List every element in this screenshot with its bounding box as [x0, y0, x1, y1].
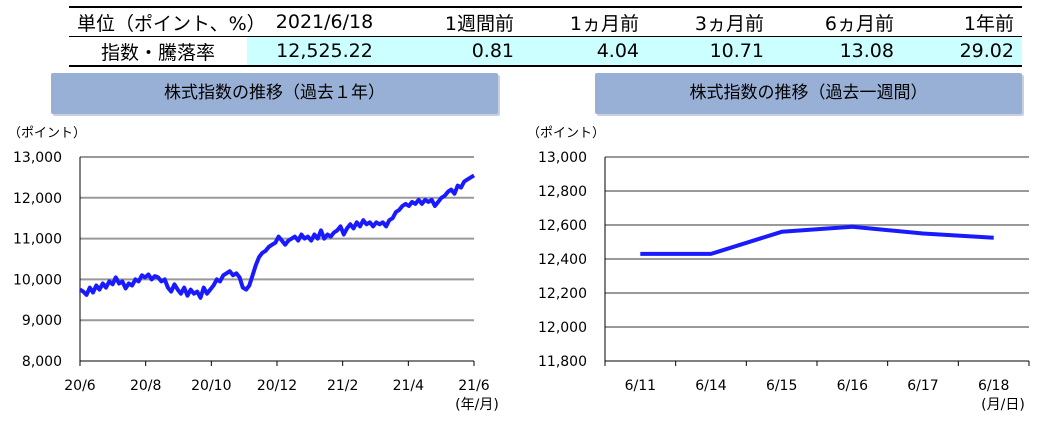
series-line: [640, 224, 994, 256]
table-header-row: 単位（ポイント、%） 2021/6/18 1週間前 1ヵ月前 3ヵ月前 6ヵ月前…: [69, 6, 1022, 37]
chart-title-1week: 株式指数の推移（過去一週間）: [595, 73, 1022, 114]
series-line: [78, 173, 476, 300]
y-tick-label: 12,600: [538, 218, 587, 234]
header-1year: 1年前: [902, 6, 1022, 37]
x-axis-unit-label: (月/日): [981, 397, 1025, 413]
x-tick-label: 6/17: [907, 378, 938, 394]
chart-1week: （ポイント） 11,800 12,000 12,200 12,400 12,600 12,8…: [527, 126, 1030, 413]
header-1month: 1ヵ月前: [522, 6, 647, 37]
y-tick-label: 9,000: [22, 313, 62, 329]
value-3month: 10.71: [647, 36, 772, 67]
chart-1year: （ポイント） 8,000 9,000 10,000 11,000 12,000 13,000…: [8, 126, 499, 413]
x-tick-label: 6/15: [766, 378, 797, 394]
value-6month: 13.08: [772, 36, 902, 67]
x-tick-label: 20/10: [191, 378, 231, 394]
chart-title-1year: 株式指数の推移（過去１年）: [51, 73, 498, 114]
value-1week: 0.81: [402, 36, 522, 67]
header-3month: 3ヵ月前: [647, 6, 772, 37]
y-axis-unit-label: （ポイント）: [527, 126, 605, 141]
x-tick-label: 21/6: [458, 378, 490, 394]
y-tick-label: 11,000: [13, 232, 62, 248]
x-tick-label: 6/14: [695, 378, 727, 394]
value-index: 12,525.22: [247, 36, 402, 67]
y-tick-label: 13,000: [538, 150, 587, 166]
y-axis-unit-label: （ポイント）: [8, 126, 86, 141]
table-value-row: 指数・騰落率 12,525.22 0.81 4.04 10.71 13.08 2…: [69, 36, 1022, 67]
y-tick-label: 12,800: [538, 184, 587, 200]
y-tick-label: 12,000: [13, 191, 62, 207]
x-tick-label: 20/12: [257, 378, 297, 394]
x-tick-label: 6/16: [837, 378, 869, 394]
x-tick-label: 20/8: [130, 378, 161, 394]
y-tick-label: 10,000: [13, 272, 62, 288]
x-tick-label: 6/18: [978, 378, 1009, 394]
header-1week: 1週間前: [402, 6, 522, 37]
x-axis-unit-label: (年/月): [455, 397, 499, 413]
x-tick-label: 21/4: [393, 378, 425, 394]
value-1month: 4.04: [522, 36, 647, 67]
x-tick-label: 20/6: [64, 378, 96, 394]
value-1year: 29.02: [902, 36, 1022, 67]
header-6month: 6ヵ月前: [772, 6, 902, 37]
y-tick-label: 12,000: [538, 320, 587, 336]
y-tick-label: 12,400: [538, 252, 587, 268]
x-tick-label: 6/11: [625, 378, 656, 394]
row-label: 指数・騰落率: [69, 36, 247, 67]
y-tick-label: 8,000: [22, 354, 62, 370]
y-tick-label: 11,800: [538, 354, 587, 370]
x-tick-label: 21/2: [327, 378, 358, 394]
y-tick-label: 13,000: [13, 150, 62, 166]
header-unit: 単位（ポイント、%）: [69, 6, 266, 37]
header-date: 2021/6/18: [247, 6, 402, 37]
index-table: 単位（ポイント、%） 2021/6/18 1週間前 1ヵ月前 3ヵ月前 6ヵ月前…: [69, 6, 1022, 67]
y-tick-label: 12,200: [538, 286, 587, 302]
